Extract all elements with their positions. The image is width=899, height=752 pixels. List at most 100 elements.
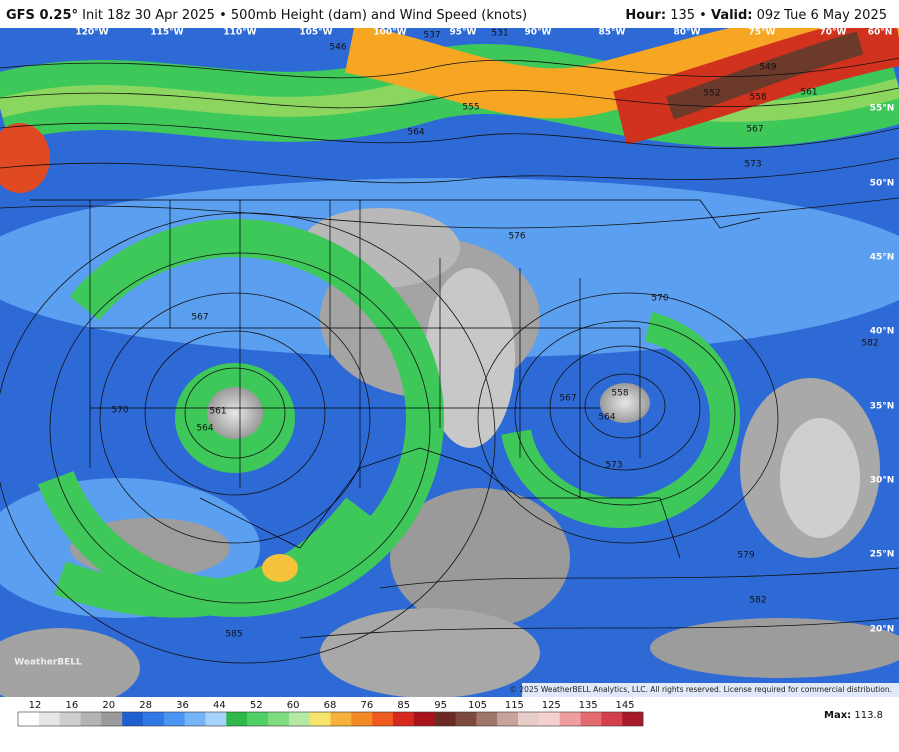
colorbar-swatch [268, 712, 290, 726]
contour-label: 576 [508, 232, 525, 242]
colorbar-tick: 95 [434, 700, 447, 711]
contour-label: 573 [605, 461, 622, 471]
colorbar: 12 16 20 28 36 44 52 60 68 76 85 95 105 115 125 135 145 [17, 700, 644, 727]
colorbar-swatch [622, 712, 644, 726]
colorbar-tick: 145 [615, 700, 634, 711]
longitude-label: 110°W [223, 28, 256, 38]
colorbar-swatch [163, 712, 185, 726]
copyright: © 2025 WeatherBELL Analytics, LLC. All r… [510, 685, 892, 694]
colorbar-swatch [226, 712, 248, 726]
colorbar-swatch [288, 712, 310, 726]
latitude-label: 40°N [870, 327, 895, 337]
contour-label: 585 [225, 630, 242, 640]
init-time: Init 18z 30 Apr 2025 [82, 8, 215, 23]
contour-label: 546 [329, 43, 346, 53]
contour-label: 582 [861, 339, 878, 349]
longitude-label: 60°N [868, 28, 893, 38]
map: 120°W 115°W 110°W 105°W 100°W 95°W 90°W 85°W 80°… [0, 28, 899, 697]
product: 500mb Height (dam) and Wind Speed (knots… [231, 8, 527, 23]
colorbar-swatch [538, 712, 560, 726]
model: GFS 0.25° [6, 8, 78, 23]
colorbar-tick: 135 [579, 700, 598, 711]
colorbar-swatch [580, 712, 602, 726]
colorbar-tick: 60 [287, 700, 300, 711]
colorbar-swatch [18, 712, 40, 726]
colorbar-tick: 44 [213, 700, 226, 711]
colorbar-frame [17, 711, 644, 727]
max-label: Max: [824, 710, 851, 721]
longitude-label: 95°W [450, 28, 477, 38]
contour-label: 573 [744, 160, 761, 170]
latitude-label: 50°N [870, 179, 895, 189]
colorbar-swatch [559, 712, 581, 726]
height-contours [0, 57, 899, 664]
contour-label: 552 [703, 89, 720, 99]
colorbar-swatch [434, 712, 456, 726]
colorbar-tick: 52 [250, 700, 263, 711]
contour-label: 531 [491, 29, 508, 39]
longitude-label: 80°W [674, 28, 701, 38]
contour-label: 561 [800, 88, 817, 98]
colorbar-swatch [247, 712, 269, 726]
latitude-label: 45°N [870, 253, 895, 263]
colorbar-swatch [122, 712, 144, 726]
colorbar-tick: 16 [66, 700, 79, 711]
colorbar-swatch [143, 712, 165, 726]
colorbar-tick: 115 [505, 700, 524, 711]
valid-time: 09z Tue 6 May 2025 [757, 8, 887, 23]
hour-label: Hour: [625, 8, 666, 23]
contour-label: 564 [598, 413, 615, 423]
latitude-label: 20°N [870, 625, 895, 635]
colorbar-swatch [330, 712, 352, 726]
longitude-label: 105°W [299, 28, 332, 38]
colorbar-swatch [518, 712, 540, 726]
colorbar-swatch [38, 712, 60, 726]
colorbar-swatch [101, 712, 123, 726]
separator: • [219, 8, 227, 23]
longitude-label: 100°W [373, 28, 406, 38]
colorbar-tick: 12 [29, 700, 42, 711]
contour-label: 549 [759, 63, 776, 73]
logo: WeatherBELL [14, 658, 82, 668]
contour-label: 582 [749, 596, 766, 606]
colorbar-swatch [413, 712, 435, 726]
longitude-label: 120°W [75, 28, 108, 38]
colorbar-swatch [372, 712, 394, 726]
colorbar-tick: 85 [397, 700, 410, 711]
contour-label: 570 [111, 406, 128, 416]
separator: • [699, 8, 707, 23]
contour-label: 555 [462, 103, 479, 113]
colorbar-tick: 68 [324, 700, 337, 711]
colorbar-swatch [205, 712, 227, 726]
borders [30, 199, 761, 559]
colorbar-swatch [59, 712, 81, 726]
longitude-label: 115°W [150, 28, 183, 38]
contour-label: 561 [209, 407, 226, 417]
contour-label: 564 [407, 128, 424, 138]
contour-label: 570 [651, 294, 668, 304]
colorbar-tick: 76 [361, 700, 374, 711]
colorbar-swatch [601, 712, 623, 726]
hour: 135 [670, 8, 695, 23]
latitude-label: 25°N [870, 550, 895, 560]
copyright-bg [522, 683, 899, 697]
header: GFS 0.25° Init 18z 30 Apr 2025 • 500mb H… [6, 8, 527, 23]
contour-label: 537 [423, 31, 440, 41]
latitude-label: 55°N [870, 104, 895, 114]
longitude-label: 85°W [599, 28, 626, 38]
contour-label: 567 [191, 313, 208, 323]
contour-label: 567 [559, 394, 576, 404]
max: Max: 113.8 [824, 710, 883, 721]
colorbar-tick: 125 [542, 700, 561, 711]
max-value: 113.8 [854, 710, 883, 721]
contour-label: 579 [737, 551, 754, 561]
colorbar-swatch [80, 712, 102, 726]
longitude-label: 90°W [525, 28, 552, 38]
colorbar-tick: 105 [468, 700, 487, 711]
colorbar-swatch [476, 712, 498, 726]
header-right: Hour: 135 • Valid: 09z Tue 6 May 2025 [625, 8, 887, 23]
contour-label: 567 [746, 125, 763, 135]
contour-label: 564 [196, 424, 213, 434]
longitude-label: 75°W [749, 28, 776, 38]
